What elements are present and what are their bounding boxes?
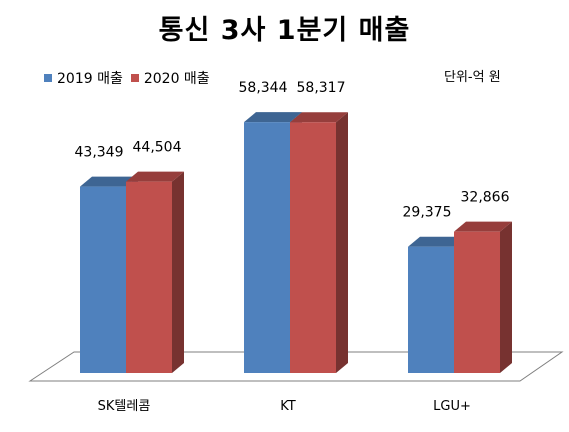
legend-swatch-2019	[44, 74, 52, 82]
bar-top	[244, 112, 302, 123]
category-label-1: KT	[280, 399, 296, 414]
bar-top	[126, 171, 184, 182]
bar-front	[244, 122, 290, 374]
bar-front	[80, 186, 126, 373]
data-label-2019-1: 58,344	[239, 80, 288, 96]
chart-title: 통신 3사 1분기 매출	[158, 15, 411, 46]
bar-front	[408, 246, 454, 373]
data-label-2020-1: 58,317	[297, 80, 346, 96]
data-label-2019-2: 29,375	[403, 205, 452, 221]
data-label-2019-0: 43,349	[75, 145, 124, 161]
legend-label-2019: 2019 매출	[57, 71, 123, 87]
bar-2020-2	[454, 221, 512, 373]
category-label-0: SK텔레콤	[98, 399, 151, 414]
bar-top	[408, 236, 466, 247]
bar-2020-1	[290, 112, 348, 373]
bar-top	[454, 221, 512, 232]
legend-label-2020: 2020 매출	[143, 71, 210, 87]
legend: 2019 매출 2020 매출	[44, 68, 218, 88]
legend-swatch-2020	[130, 74, 139, 82]
legend-item-2020: 2020 매출	[130, 68, 210, 88]
bar-top	[290, 112, 348, 123]
bar-side	[172, 171, 184, 373]
bar-2020-0	[126, 171, 184, 373]
legend-item-2019: 2019 매출	[44, 68, 123, 88]
data-label-2020-0: 44,504	[133, 140, 182, 156]
bar-front	[126, 181, 172, 373]
bar-top	[80, 176, 138, 187]
bar-side	[500, 221, 512, 373]
bar-side	[336, 112, 348, 373]
bar-front	[290, 122, 336, 373]
bar-front	[454, 231, 500, 373]
category-label-2: LGU+	[433, 399, 471, 414]
unit-note: 단위-억 원	[444, 70, 501, 85]
data-label-2020-2: 32,866	[461, 190, 510, 206]
